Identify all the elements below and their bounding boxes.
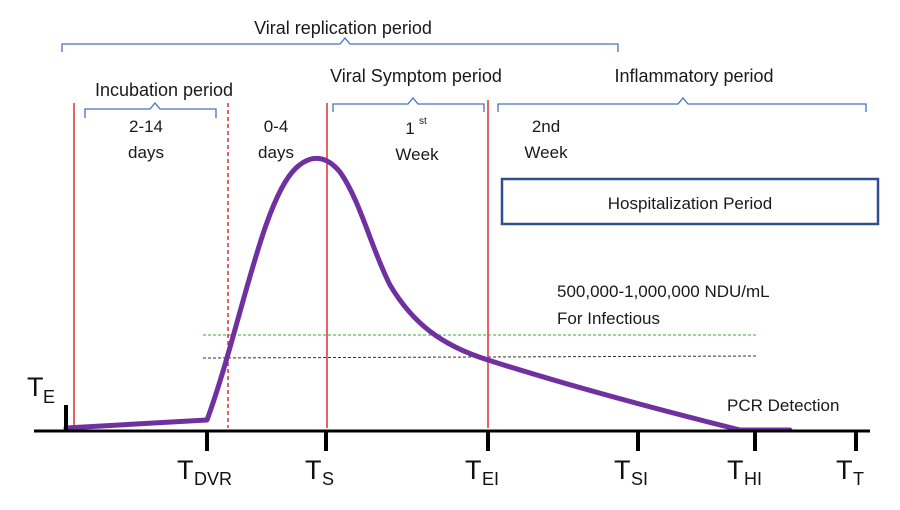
tp-tt-sub: T [853, 469, 864, 489]
tp-tei-sub: EI [482, 469, 499, 489]
event-markers [73, 100, 489, 428]
incubation-duration-value: 2-14 [129, 117, 163, 136]
tp-thi-sub: HI [744, 469, 762, 489]
tp-tdvr-main: T [177, 455, 194, 485]
period-braces [61, 36, 867, 118]
viral-symptom-brace [332, 96, 485, 112]
viral-load-curve [63, 155, 793, 433]
tp-tdvr: T DVR [177, 455, 232, 489]
inflammatory-label: Inflammatory period [614, 66, 773, 86]
tp-te: T E [27, 372, 55, 407]
incubation-label: Incubation period [95, 80, 233, 100]
viral-symptom-label: Viral Symptom period [330, 66, 502, 86]
first-week-label: Week [395, 145, 439, 164]
first-week-number: 1 [405, 119, 414, 138]
tp-tsi-main: T [614, 455, 631, 485]
inflammatory-brace [497, 96, 867, 112]
tp-te-main: T [27, 372, 44, 402]
tp-tt-main: T [836, 455, 853, 485]
second-week-number: 2nd [532, 117, 560, 136]
hospitalization-label: Hospitalization Period [608, 194, 772, 213]
presymptom-duration-value: 0-4 [264, 117, 289, 136]
tp-tdvr-sub: DVR [194, 469, 232, 489]
tp-tei-main: T [465, 455, 482, 485]
tp-ts-sub: S [322, 469, 334, 489]
tp-ts: T S [305, 455, 334, 489]
tp-tsi: T SI [614, 455, 648, 489]
tp-ts-main: T [305, 455, 322, 485]
second-week-label: Week [524, 143, 568, 162]
first-week-superscript: st [419, 116, 427, 127]
threshold-value-label: 500,000-1,000,000 NDU/mL [557, 282, 770, 301]
hospitalization-box [500, 177, 880, 226]
tp-thi: T HI [727, 455, 762, 489]
incubation-brace [84, 101, 217, 118]
tp-thi-main: T [727, 455, 744, 485]
tp-te-sub: E [43, 387, 55, 407]
time-axis [34, 405, 870, 451]
tp-tsi-sub: SI [631, 469, 648, 489]
threshold-infectious-label: For Infectious [557, 309, 660, 328]
presymptom-duration-unit: days [258, 143, 294, 162]
viral-replication-brace [61, 36, 619, 52]
viral-replication-label: Viral replication period [254, 18, 432, 38]
incubation-duration-unit: days [128, 143, 164, 162]
pcr-detection-label: PCR Detection [727, 396, 839, 415]
tp-tei: T EI [465, 455, 499, 489]
tp-tt: T T [836, 455, 864, 489]
